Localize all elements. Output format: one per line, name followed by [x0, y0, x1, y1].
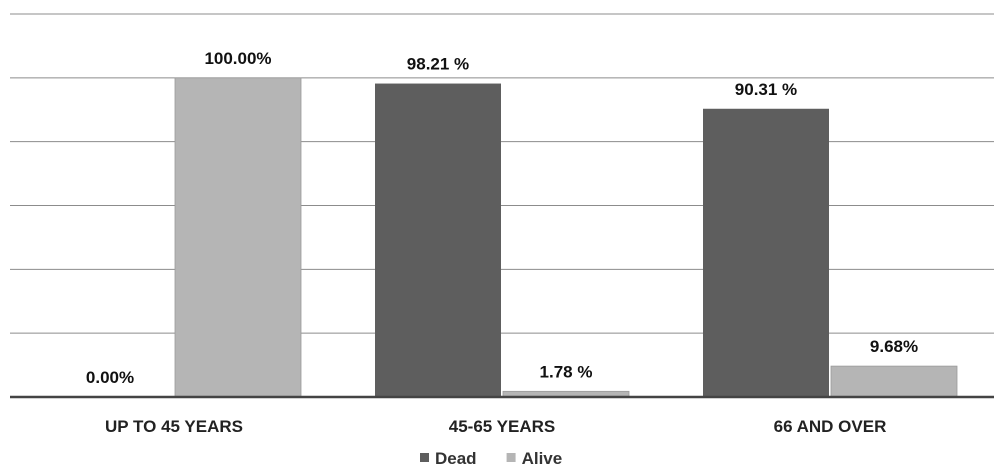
value-label-dead-45-65-years: 98.21 % [407, 55, 469, 74]
legend-label-alive: Alive [522, 449, 563, 468]
value-label-alive-66-and-over: 9.68% [870, 337, 918, 356]
bar-alive-66-and-over [831, 366, 957, 397]
category-label-up-to-45-years: UP TO 45 YEARS [105, 417, 243, 436]
legend-swatch-alive [507, 453, 516, 462]
value-label-alive-up-to-45-years: 100.00% [204, 49, 271, 68]
category-label-45-65-years: 45-65 YEARS [449, 417, 555, 436]
value-label-alive-45-65-years: 1.78 % [540, 362, 593, 381]
gridlines [10, 14, 994, 333]
bar-alive-up-to-45-years [175, 78, 301, 397]
category-label-66-and-over: 66 AND OVER [774, 417, 887, 436]
value-label-dead-up-to-45-years: 0.00% [86, 368, 134, 387]
legend-swatch-dead [420, 453, 429, 462]
category-labels: UP TO 45 YEARS 45-65 YEARS 66 AND OVER [105, 417, 886, 436]
bar-dead-66-and-over [703, 109, 829, 397]
bar-dead-45-65-years [375, 84, 501, 397]
legend-label-dead: Dead [435, 449, 477, 468]
bars [175, 78, 957, 397]
value-label-dead-66-and-over: 90.31 % [735, 80, 797, 99]
legend: Dead Alive [420, 449, 562, 468]
